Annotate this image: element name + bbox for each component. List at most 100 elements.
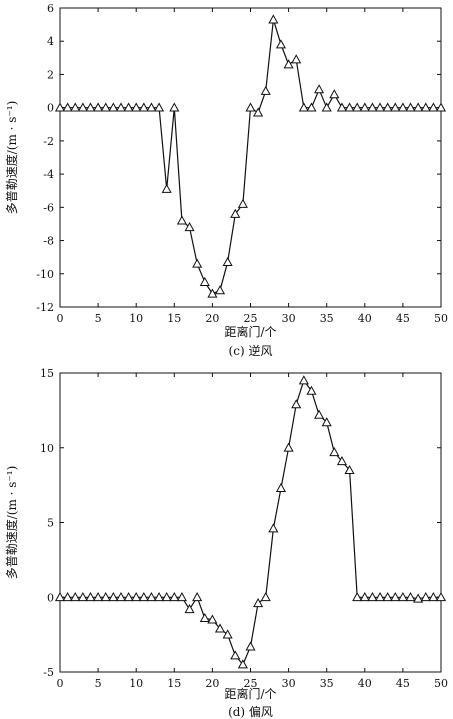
data-point [283,59,294,69]
data-point [374,102,386,112]
data-point [146,592,157,602]
x-tick-label: 35 [320,312,334,325]
y-tick-label: -5 [43,666,54,679]
data-point [207,614,218,624]
data-point [321,417,332,427]
data-point [184,222,195,232]
x-tick-label: 5 [95,677,102,690]
x-tick-label: 20 [205,312,219,325]
data-point [405,102,416,112]
data-point [336,455,347,466]
data-point [237,198,248,208]
data-point [85,592,96,602]
data-point [85,102,96,112]
data-point [70,592,81,602]
y-tick-label: -10 [36,268,54,281]
y-tick-label: 4 [47,35,54,48]
data-point [199,276,210,286]
x-tick-label: 30 [282,677,296,690]
y-tick-label: 15 [40,367,54,380]
x-tick-label: 35 [320,677,334,690]
data-point [435,592,447,602]
data-point [115,592,127,602]
data-point [93,592,104,602]
data-point [100,102,111,112]
data-point [131,102,142,112]
data-point [192,258,203,268]
data-point [260,85,271,95]
data-point [54,592,66,602]
data-point [214,623,226,633]
data-point [62,592,73,602]
panel-caption: (d) 偏风 [228,704,273,719]
data-point [268,523,279,533]
data-point [184,603,195,614]
panel-caption: (c) 逆风 [229,343,273,358]
x-tick-label: 5 [95,312,102,325]
data-point [169,102,180,112]
data-point [336,102,347,112]
x-tick-label: 25 [244,677,258,690]
y-tick-label: -2 [43,135,54,148]
y-tick-label: 10 [40,442,54,455]
x-tick-label: 15 [167,312,181,325]
data-point [253,598,264,608]
y-tick-label: 5 [47,517,54,530]
data-point [413,593,424,603]
data-point [245,102,256,112]
data-point [329,89,340,99]
x-tick-label: 45 [396,677,410,690]
x-tick-label: 25 [244,312,258,325]
y-tick-label: 0 [47,591,54,604]
data-point [62,102,73,112]
series-line [60,379,441,666]
data-point [367,102,378,112]
data-point [161,592,172,602]
data-point [146,102,157,112]
plot-frame [59,372,442,673]
data-point [420,592,431,602]
data-point [77,592,88,602]
data-point [359,102,370,112]
data-point [70,102,81,112]
data-point [275,482,287,492]
data-point [169,592,180,602]
data-point [435,102,447,112]
data-point [367,592,378,602]
x-tick-label: 20 [205,677,219,690]
data-point [131,592,142,602]
data-point [138,592,149,602]
y-tick-label: -8 [43,235,54,248]
data-point [199,612,210,623]
data-point [344,464,355,475]
data-point [275,39,287,49]
x-tick-label: 50 [434,312,448,325]
data-point [230,208,241,218]
data-point [123,102,134,112]
data-point [207,288,218,298]
data-point [420,102,431,112]
x-tick-label: 45 [396,312,410,325]
data-point [214,285,226,295]
x-tick-label: 15 [167,677,181,690]
data-point [306,385,317,395]
data-point [176,215,187,225]
data-point [253,107,264,117]
data-point [154,592,165,602]
data-point [382,102,393,112]
x-tick-label: 0 [57,312,64,325]
data-point [108,592,119,602]
y-tick-label: -12 [36,301,54,314]
x-tick-label: 40 [358,677,372,690]
data-point [352,592,363,602]
data-point [314,84,325,94]
data-point [428,592,439,602]
data-point [222,256,233,267]
x-tick-label: 0 [57,677,64,690]
y-tick-label: -4 [43,168,54,181]
x-tick-label: 10 [129,312,143,325]
panel-c-headwind: 0 5 10 15 20 25 30 35 40 45 50 -12 -10 -8 -6 -4 -2 0 2 4 6 距离… [4,2,448,358]
data-point [176,592,187,602]
data-point [268,14,279,24]
